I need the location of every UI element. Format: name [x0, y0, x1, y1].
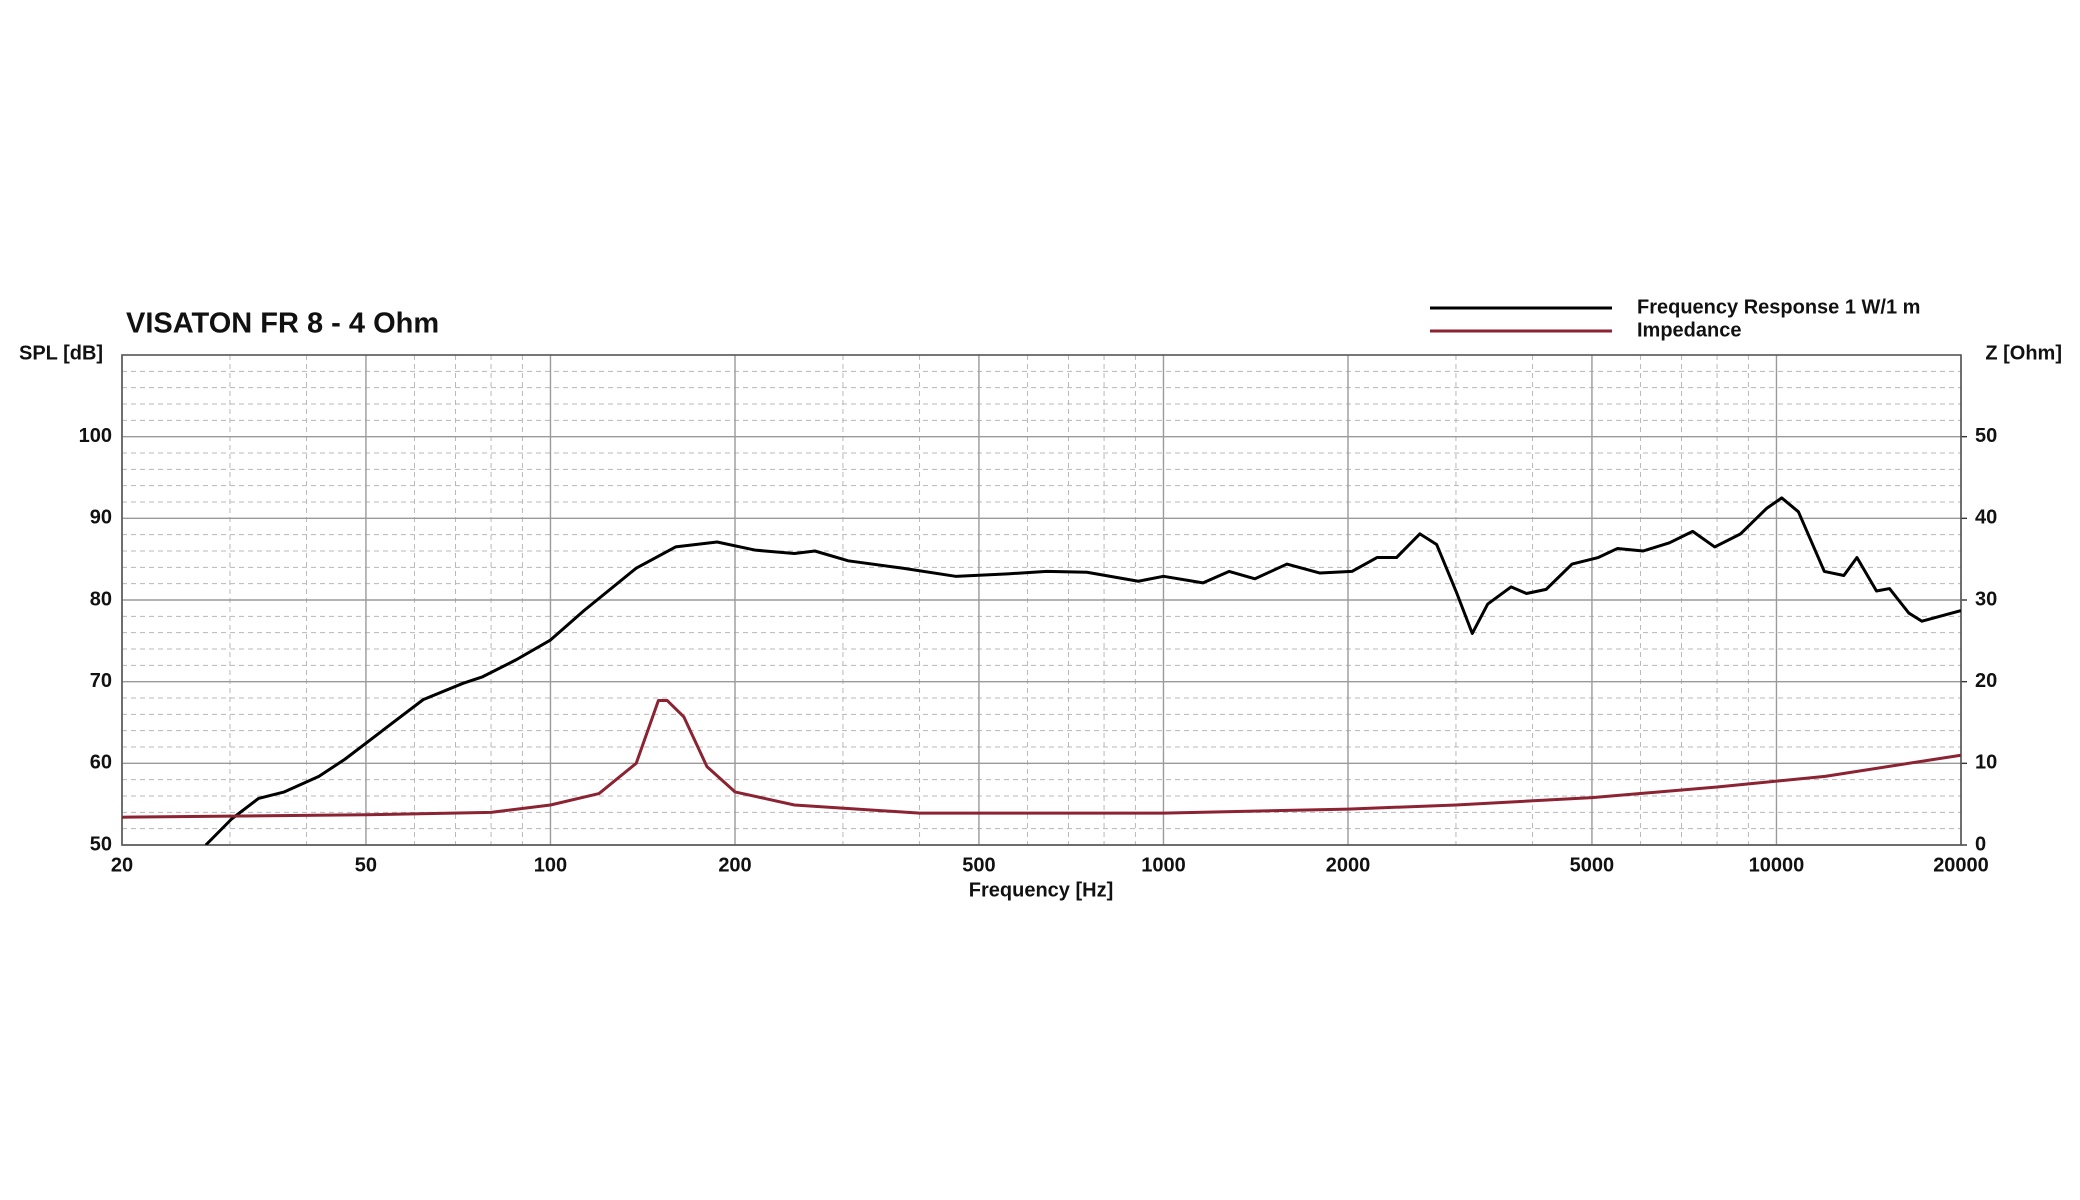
x-tick-label: 1000	[1141, 854, 1186, 876]
y2-tick-label: 50	[1975, 425, 1997, 447]
x-tick-label: 500	[962, 854, 995, 876]
x-axis-label: Frequency [Hz]	[969, 879, 1113, 901]
series-line	[122, 698, 1961, 819]
x-tick-label: 100	[534, 854, 567, 876]
legend-label: Impedance	[1637, 319, 1741, 341]
y-tick-label: 100	[79, 425, 112, 447]
y-axis-label: SPL [dB]	[19, 342, 103, 364]
x-tick-label: 200	[718, 854, 751, 876]
y2-tick-label: 10	[1975, 752, 1997, 774]
y-tick-label: 80	[90, 588, 112, 610]
y-tick-label: 70	[90, 670, 112, 692]
y2-tick-label: 20	[1975, 670, 1997, 692]
x-tick-label: 5000	[1570, 854, 1615, 876]
y2-tick-label: 30	[1975, 588, 1997, 610]
y2-tick-label: 0	[1975, 833, 1986, 855]
x-tick-label: 20000	[1933, 854, 1989, 876]
plot-frame	[121, 354, 1962, 846]
y-tick-label: 90	[90, 507, 112, 529]
x-tick-label: 10000	[1749, 854, 1805, 876]
y2-tick-label: 40	[1975, 507, 1997, 529]
legend-label: Frequency Response 1 W/1 m	[1637, 296, 1920, 318]
y-tick-label: 60	[90, 752, 112, 774]
x-tick-label: 20	[111, 854, 133, 876]
x-tick-label: 2000	[1326, 854, 1371, 876]
series-line	[204, 496, 1961, 845]
y2-axis-label: Z [Ohm]	[1985, 342, 2062, 364]
chart-title: VISATON FR 8 - 4 Ohm	[126, 308, 439, 340]
y-tick-label: 50	[90, 833, 112, 855]
x-tick-label: 50	[355, 854, 377, 876]
